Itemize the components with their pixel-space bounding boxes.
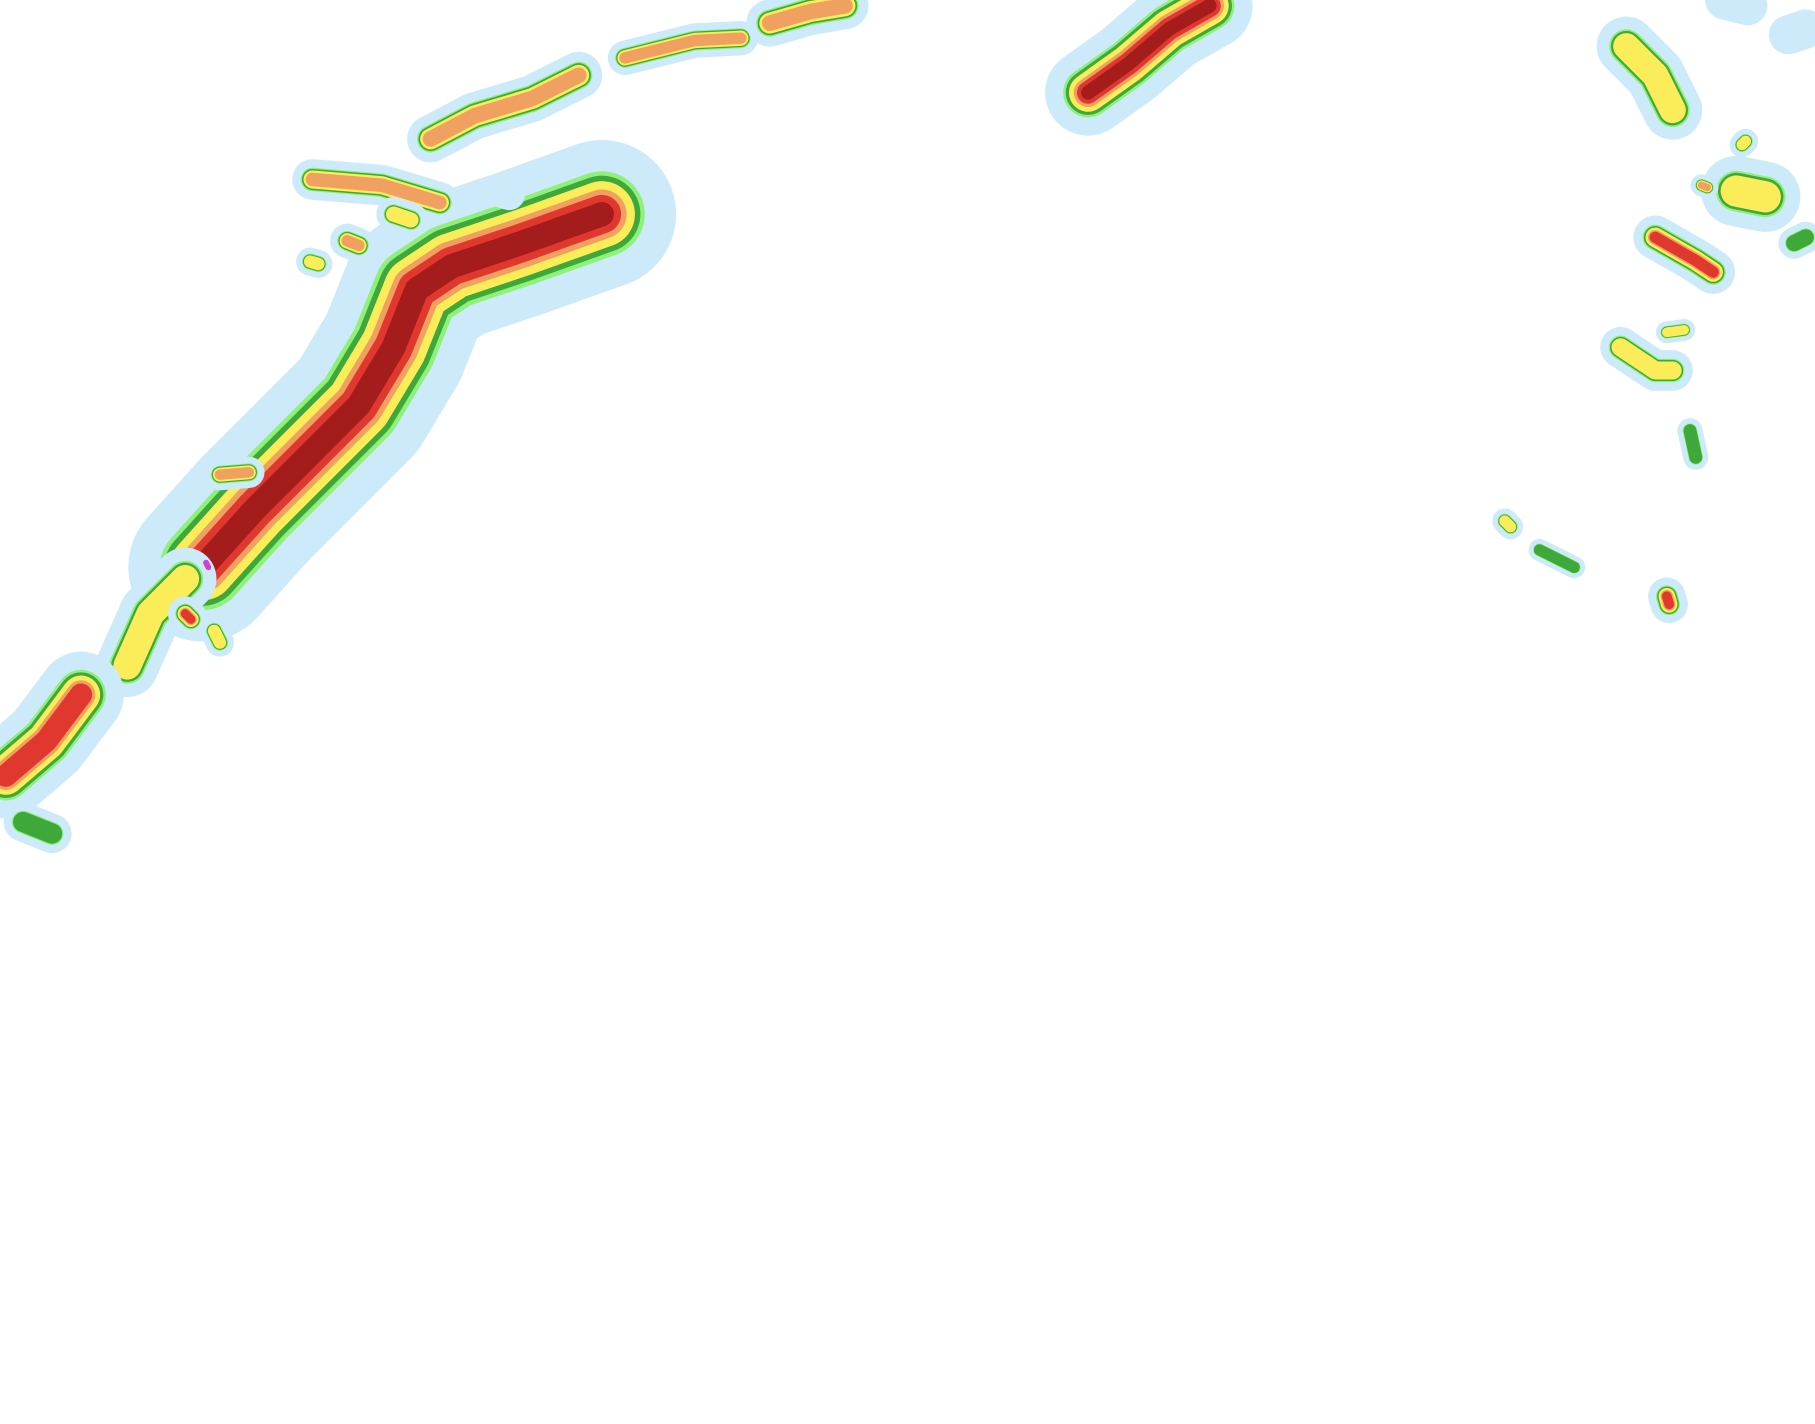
storm-cell-0-dark-red bbox=[190, 202, 615, 580]
storm-cell-8-orange bbox=[214, 467, 255, 480]
storm-cell-11-orange bbox=[761, 0, 853, 31]
storm-cell-12-dark-red bbox=[1081, 0, 1217, 100]
storm-cell-26-green bbox=[1533, 544, 1580, 573]
storm-cell-21-orange bbox=[1697, 181, 1711, 192]
storm-cell-27-red bbox=[180, 609, 196, 624]
storm-cell-4-orange bbox=[305, 172, 447, 210]
storm-cell-19-red bbox=[1661, 591, 1675, 610]
storm-cell-5-yellow bbox=[385, 206, 419, 228]
extreme-core bbox=[203, 559, 212, 571]
storm-cell-28-yellow bbox=[207, 624, 227, 649]
storm-cell-10-orange bbox=[619, 32, 747, 64]
storm-cell-1-yellow bbox=[113, 564, 200, 680]
storm-cell-9-orange bbox=[422, 67, 587, 147]
storm-cell-7-yellow bbox=[303, 255, 325, 271]
storm-cell-23-very-light bbox=[1768, 9, 1815, 55]
storm-cell-6-orange bbox=[341, 235, 365, 252]
storm-cell-20-green bbox=[1683, 424, 1703, 464]
storm-cell-29-very-light bbox=[482, 175, 525, 211]
storm-cell-25-green bbox=[1786, 229, 1814, 252]
storm-cell-2-red bbox=[0, 683, 93, 787]
storm-cell-14-yellow bbox=[1720, 175, 1781, 213]
storm-cell-16-yellow bbox=[1611, 338, 1682, 380]
storm-cell-13-yellow bbox=[1613, 33, 1686, 124]
storm-cell-18-yellow bbox=[1499, 515, 1517, 533]
storm-cell-15-red bbox=[1649, 231, 1719, 278]
storm-cell-3-green bbox=[13, 811, 63, 844]
precipitation-layers bbox=[0, 0, 1815, 854]
storm-cell-17-yellow bbox=[1661, 325, 1690, 338]
storm-cell-24-very-light bbox=[1705, 0, 1768, 26]
storm-cell-22-yellow bbox=[1736, 135, 1752, 151]
